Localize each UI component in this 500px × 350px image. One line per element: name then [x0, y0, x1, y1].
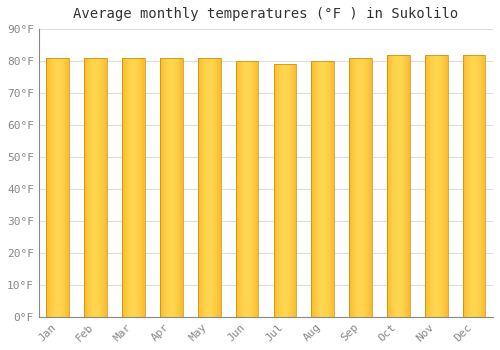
Title: Average monthly temperatures (°F ) in Sukolilo: Average monthly temperatures (°F ) in Su… [74, 7, 458, 21]
Bar [387, 55, 410, 317]
Bar [46, 58, 69, 317]
Bar [236, 61, 258, 317]
Bar [463, 55, 485, 317]
Bar [349, 58, 372, 317]
Bar [198, 58, 220, 317]
Bar [122, 58, 145, 317]
Bar [160, 58, 182, 317]
Bar [84, 58, 107, 317]
Bar [425, 55, 448, 317]
Bar [312, 61, 334, 317]
Bar [274, 64, 296, 317]
